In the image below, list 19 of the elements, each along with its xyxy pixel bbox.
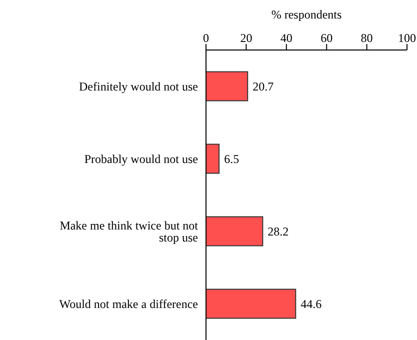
data-label: 44.6: [300, 297, 322, 312]
x-tick-label: 40: [280, 31, 292, 45]
y-tick-label: Make me think twice but not stop use: [60, 218, 199, 245]
y-tick-label: Probably would not use: [84, 152, 198, 166]
x-tick-label: 0: [203, 31, 209, 45]
data-label: 20.7: [252, 80, 274, 94]
bar: [206, 288, 296, 319]
x-tick-label: 80: [360, 31, 373, 45]
y-tick-label: Would not make a difference: [59, 297, 198, 312]
data-label: 28.2: [268, 224, 289, 239]
bar: [206, 144, 220, 174]
x-axis-title: % respondents: [271, 8, 342, 22]
x-tick-label: 60: [320, 31, 333, 45]
x-tick-label: 100: [398, 31, 416, 45]
y-tick-label: Definitely would not use: [79, 80, 198, 94]
bar: [206, 71, 248, 102]
x-tick-label: 20: [240, 31, 252, 45]
data-label: 6.5: [224, 152, 240, 166]
bar: [206, 216, 264, 246]
